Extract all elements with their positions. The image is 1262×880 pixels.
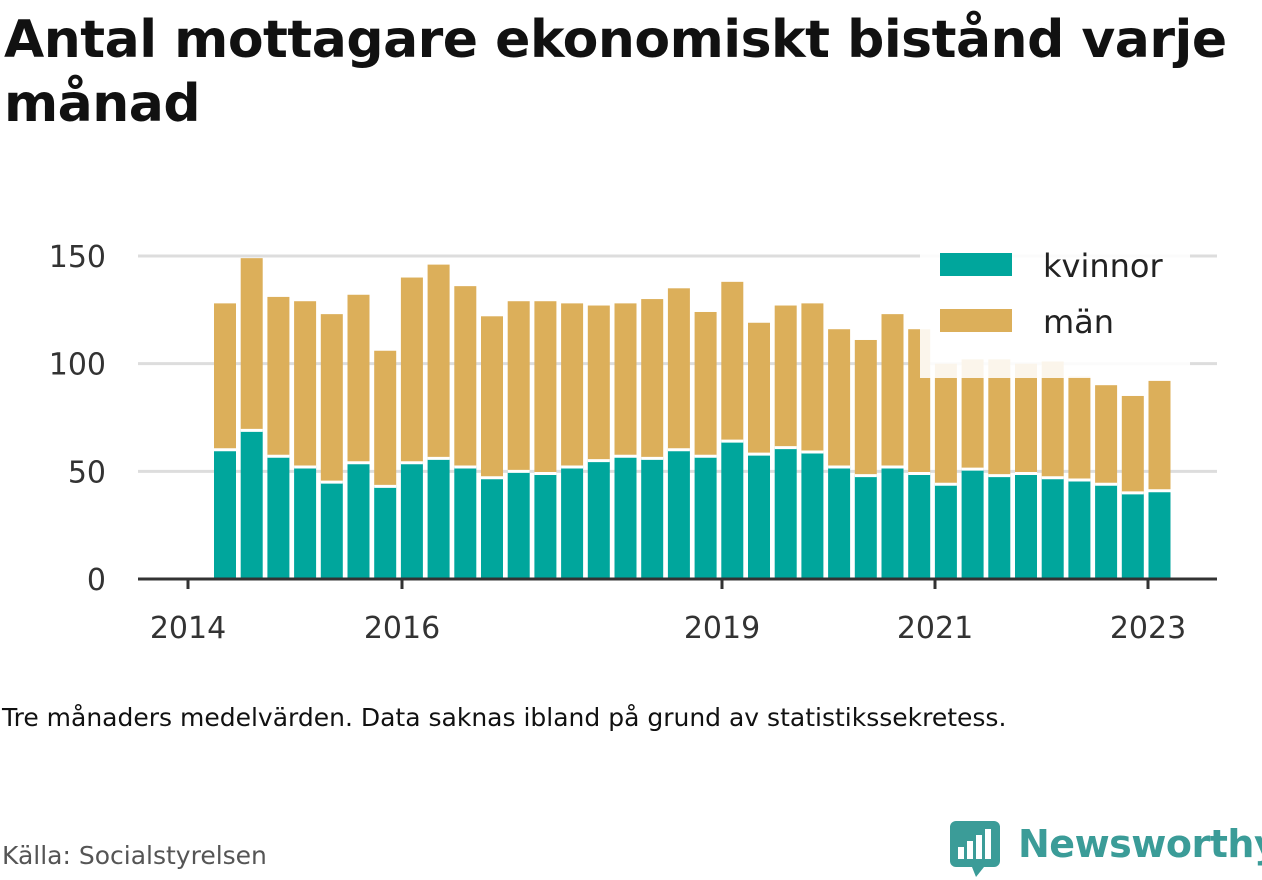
bar-man <box>267 296 290 457</box>
bar-kvinnor <box>828 467 851 579</box>
x-tick-label: 2014 <box>150 611 226 646</box>
y-tick-label: 100 <box>49 348 106 383</box>
x-tick-label: 2019 <box>684 611 760 646</box>
x-tick-label: 2016 <box>364 611 440 646</box>
bar-kvinnor <box>1148 490 1171 579</box>
bar-man <box>1015 363 1037 474</box>
bar-man <box>641 299 664 459</box>
chart-note: Tre månaders medelvärden. Data saknas ib… <box>2 703 1007 732</box>
bar-man <box>881 314 904 468</box>
bar-man <box>374 350 397 487</box>
bar-man <box>240 258 263 431</box>
bar-man <box>667 288 690 450</box>
bar-man <box>801 303 824 452</box>
bar-man <box>561 303 584 468</box>
bar-kvinnor <box>507 471 530 579</box>
bar-man <box>988 359 1011 476</box>
bar-kvinnor <box>774 447 797 579</box>
bar-man <box>774 305 797 448</box>
bar-man <box>1095 385 1118 485</box>
bar-kvinnor <box>961 469 984 579</box>
legend-swatch-man <box>940 309 1012 332</box>
source-text: Källa: Socialstyrelsen <box>2 841 267 870</box>
bar-kvinnor <box>534 473 557 579</box>
y-tick-label: 0 <box>87 563 106 598</box>
bar-kvinnor <box>881 467 904 579</box>
stacked-bar-chart: 0 50 100 150 2014 2016 2019 2021 2023 kvinnor m… <box>49 238 1217 646</box>
bar-kvinnor <box>240 430 263 579</box>
y-tick-label: 50 <box>68 455 106 490</box>
bar-kvinnor <box>320 482 343 579</box>
bar-man <box>934 363 957 485</box>
bar-kvinnor <box>400 462 423 579</box>
bar-kvinnor <box>1121 492 1144 579</box>
y-axis-ticks: 0 50 100 150 <box>49 240 106 598</box>
bar-kvinnor <box>454 467 477 579</box>
bar-man <box>427 264 450 459</box>
bar-man <box>1148 380 1171 491</box>
bar-kvinnor <box>721 441 744 579</box>
bar-kvinnor <box>801 451 824 579</box>
bar-kvinnor <box>854 475 877 579</box>
bar-man <box>1121 395 1144 493</box>
bar-kvinnor <box>1068 479 1091 579</box>
bar-kvinnor <box>667 449 690 579</box>
bar-kvinnor <box>641 458 664 579</box>
bar-man <box>854 339 877 476</box>
bar-kvinnor <box>374 486 397 579</box>
bar-kvinnor <box>748 454 770 579</box>
bar-man <box>347 294 370 463</box>
bar-man <box>748 322 770 455</box>
bar-man <box>534 301 557 474</box>
bar-kvinnor <box>214 449 236 579</box>
x-axis-ticks: 2014 2016 2019 2021 2023 <box>150 579 1186 646</box>
bar-kvinnor <box>294 467 317 579</box>
bar-man <box>694 311 717 457</box>
newsworthy-logo: Newsworthy <box>950 818 1262 880</box>
bar-kvinnor <box>1095 484 1118 579</box>
chart-title: Antal mottagare ekonomiskt bistånd varje… <box>4 10 1227 134</box>
brand-name: Newsworthy <box>1018 822 1262 866</box>
x-tick-label: 2021 <box>897 611 973 646</box>
bar-kvinnor <box>908 473 931 579</box>
bar-man <box>721 281 744 442</box>
y-tick-label: 150 <box>49 240 106 275</box>
bar-kvinnor <box>1015 473 1037 579</box>
bar-kvinnor <box>427 458 450 579</box>
bar-kvinnor <box>694 456 717 579</box>
bar-kvinnor <box>347 462 370 579</box>
x-tick-label: 2023 <box>1110 611 1186 646</box>
legend-label-man: män <box>1043 303 1114 341</box>
bar-man <box>507 301 530 472</box>
bar-kvinnor <box>561 467 584 579</box>
bar-kvinnor <box>481 477 503 579</box>
legend: kvinnor män <box>920 238 1190 378</box>
legend-swatch-kvinnor <box>940 253 1012 276</box>
bar-man <box>587 305 610 461</box>
bar-man <box>961 359 984 470</box>
bar-kvinnor <box>587 460 610 579</box>
bar-man <box>1068 376 1091 480</box>
bar-man <box>614 303 637 457</box>
bar-kvinnor <box>1041 477 1064 579</box>
bar-man <box>320 314 343 483</box>
bar-kvinnor <box>934 484 957 579</box>
bars <box>214 258 1171 579</box>
legend-label-kvinnor: kvinnor <box>1043 247 1164 285</box>
bar-man <box>294 301 317 468</box>
bar-kvinnor <box>614 456 637 579</box>
bar-kvinnor <box>267 456 290 579</box>
bar-man <box>400 277 423 463</box>
bar-chart-speech-icon <box>950 821 1000 877</box>
bar-man <box>214 303 236 450</box>
bar-man <box>828 329 851 468</box>
bar-man <box>481 316 503 478</box>
bar-man <box>454 286 477 468</box>
bar-kvinnor <box>988 475 1011 579</box>
bar-man <box>1041 361 1064 478</box>
